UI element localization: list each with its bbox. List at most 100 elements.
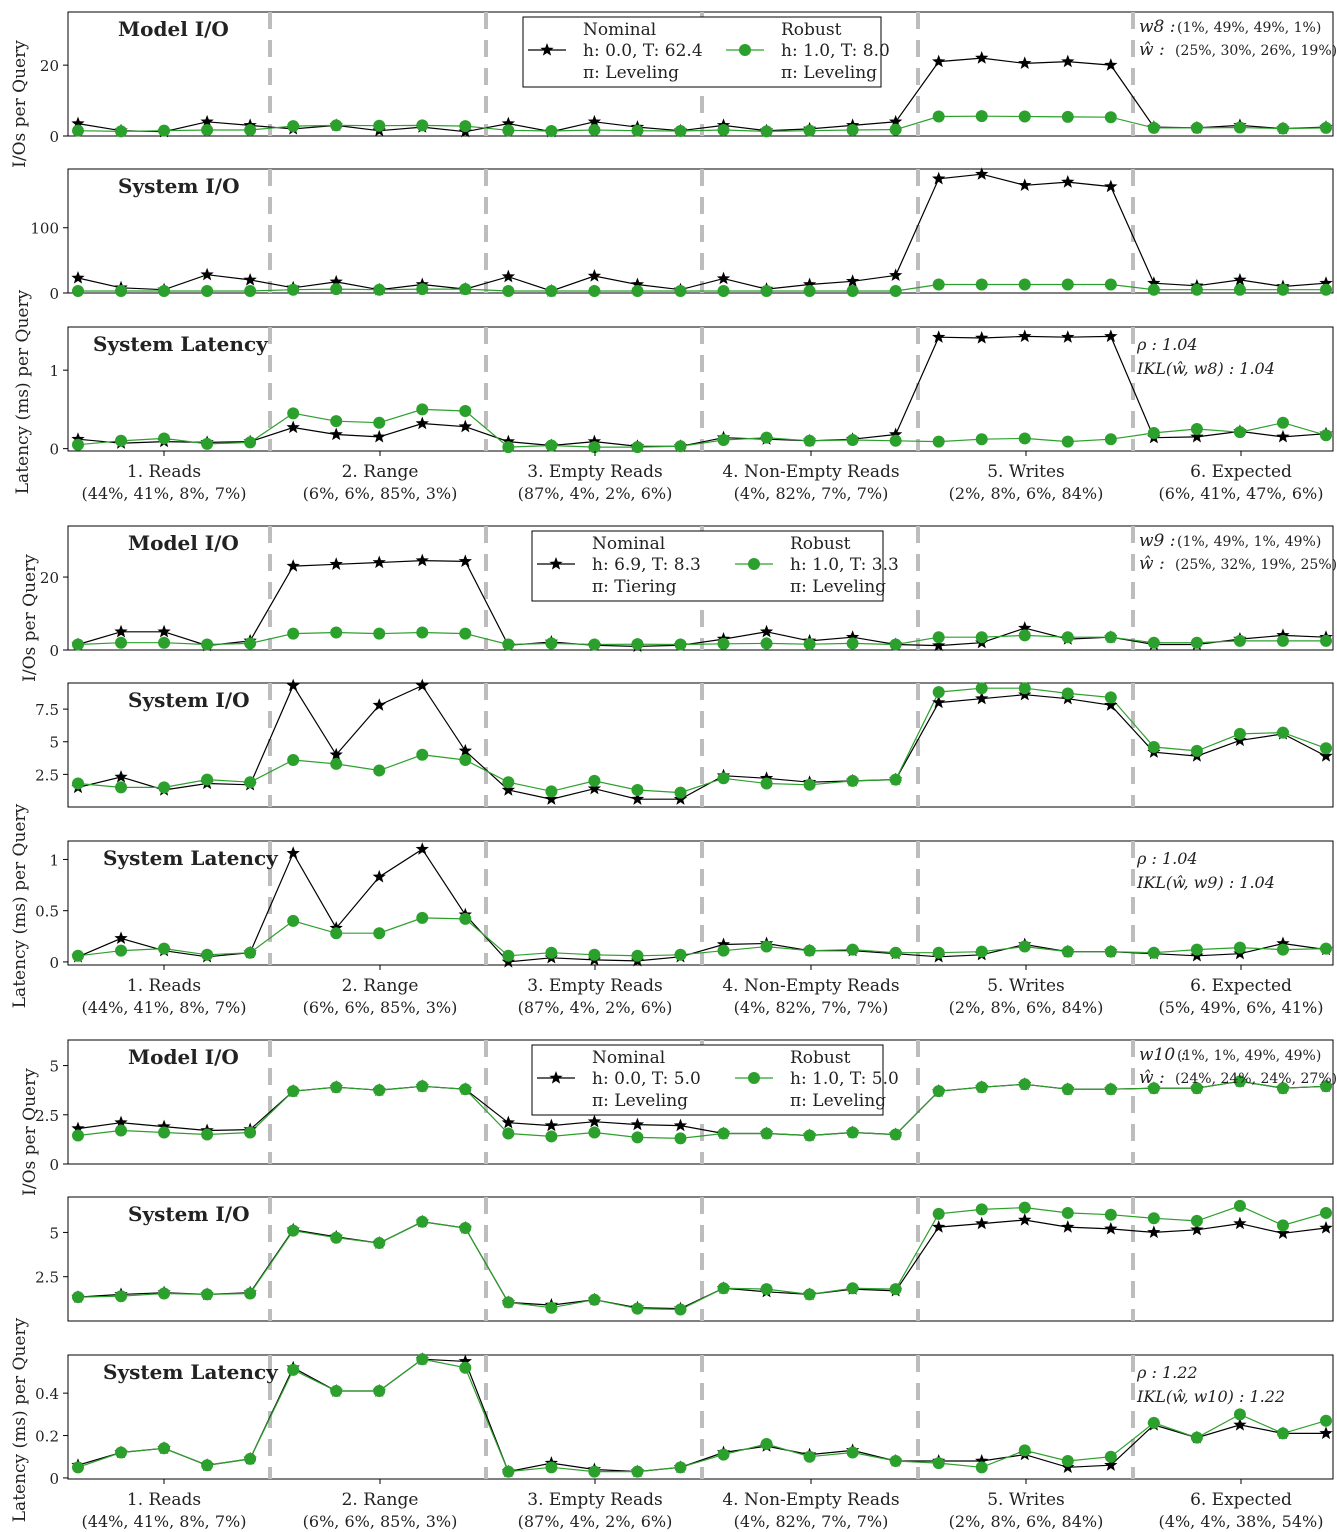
legend-nominal-marker — [540, 43, 554, 56]
robust-point — [803, 1450, 816, 1463]
nominal-point — [1319, 276, 1333, 289]
robust-point — [1233, 1199, 1246, 1212]
legend-nominal-params: h: 0.0, T: 62.4 — [583, 41, 703, 61]
nominal-point — [802, 277, 817, 291]
robust-point — [201, 1288, 214, 1301]
nominal-point — [71, 432, 85, 445]
robust-point — [631, 285, 644, 298]
robust-point — [1061, 1454, 1074, 1467]
y-tick-label: 2.5 — [35, 766, 59, 784]
robust-point — [1320, 634, 1332, 647]
nominal-point — [157, 624, 171, 638]
robust-point — [287, 283, 300, 296]
robust-point — [1104, 433, 1117, 446]
nominal-point — [1018, 1213, 1032, 1226]
nominal-point — [114, 1115, 128, 1129]
robust-point — [1190, 744, 1203, 757]
nominal-point — [1276, 429, 1290, 443]
legend-nominal-params: h: 0.0, T: 5.0 — [592, 1069, 701, 1089]
robust-point — [846, 434, 859, 447]
y-tick-label: 100 — [30, 220, 59, 238]
nominal-point — [1233, 1216, 1247, 1230]
legend-robust-policy: π: Leveling — [781, 63, 877, 83]
nominal-point — [329, 427, 343, 441]
robust-point — [760, 285, 773, 298]
robust-point — [502, 1296, 515, 1309]
robust-point — [287, 1224, 300, 1237]
robust-point — [72, 1461, 84, 1474]
legend-nominal-params: h: 6.9, T: 8.3 — [592, 555, 701, 575]
robust-point — [330, 283, 343, 296]
panel-title: Model I/O — [128, 531, 239, 555]
robust-point — [330, 757, 343, 770]
nominal-point — [759, 624, 774, 638]
robust-point — [158, 781, 171, 794]
robust-point — [287, 914, 300, 927]
robust-point — [330, 927, 343, 940]
robust-point — [416, 119, 429, 132]
metric-ikl: IKL(ŵ, w10) : 1.22 — [1136, 1387, 1285, 1406]
robust-point — [760, 125, 773, 138]
robust-point — [760, 1283, 773, 1296]
robust-point — [1147, 1416, 1160, 1429]
robust-point — [674, 786, 687, 799]
robust-point — [846, 285, 859, 298]
nominal-point — [1233, 272, 1247, 286]
nominal-line — [77, 173, 1327, 292]
y-tick-label: 0 — [49, 285, 59, 303]
robust-point — [846, 637, 859, 650]
robust-point — [545, 1461, 558, 1474]
robust-point — [1190, 1214, 1203, 1227]
weights-what-value: (25%, 32%, 19%, 25%) — [1175, 557, 1337, 573]
nominal-point — [932, 638, 946, 652]
nominal-point — [975, 330, 989, 344]
robust-point — [631, 949, 644, 962]
robust-point — [72, 1291, 84, 1304]
robust-point — [459, 404, 472, 417]
robust-point — [631, 124, 644, 137]
robust-point — [1104, 631, 1117, 644]
robust-point — [1320, 1080, 1332, 1093]
robust-point — [717, 1448, 730, 1461]
category-name: 1. Reads — [127, 462, 201, 482]
robust-point — [72, 1129, 84, 1142]
panel-title: System I/O — [128, 1202, 250, 1226]
nominal-point — [932, 171, 946, 185]
robust-point — [588, 948, 601, 961]
y-axis-label-io: I/Os per Query — [10, 40, 30, 168]
robust-point — [717, 434, 730, 447]
robust-point — [416, 748, 429, 761]
panel-title: System I/O — [118, 174, 240, 198]
robust-point — [201, 1128, 214, 1141]
nominal-point — [630, 1117, 645, 1131]
robust-point — [1190, 943, 1203, 956]
weights-what-label: ŵ : — [1139, 1068, 1165, 1088]
robust-point — [1190, 636, 1203, 649]
nominal-point — [458, 554, 472, 568]
robust-point — [889, 434, 902, 447]
category-mix: (87%, 4%, 2%, 6%) — [518, 484, 673, 503]
robust-point — [717, 637, 730, 650]
legend-robust-params: h: 1.0, T: 3.3 — [790, 555, 899, 575]
robust-point — [1233, 121, 1246, 134]
category-mix: (6%, 6%, 85%, 3%) — [303, 1512, 458, 1531]
robust-point — [115, 434, 128, 447]
robust-point — [588, 638, 601, 651]
category-mix: (6%, 6%, 85%, 3%) — [303, 998, 458, 1017]
nominal-point — [372, 698, 386, 711]
robust-point — [158, 1442, 171, 1455]
nominal-point — [415, 842, 429, 855]
legend-robust-policy: π: Leveling — [790, 577, 886, 597]
panel-title: Model I/O — [118, 17, 229, 41]
robust-point — [1190, 1082, 1203, 1095]
metric-rho: ρ : 1.22 — [1136, 1363, 1198, 1382]
robust-point — [1276, 726, 1289, 739]
category-name: 6. Expected — [1190, 462, 1292, 482]
robust-point — [72, 777, 84, 790]
legend-nominal-marker — [549, 557, 563, 570]
robust-point — [545, 637, 558, 650]
nominal-point — [1061, 1220, 1075, 1233]
robust-point — [1320, 742, 1332, 755]
category-name: 4. Non-Empty Reads — [722, 976, 899, 996]
nominal-point — [1018, 56, 1032, 70]
